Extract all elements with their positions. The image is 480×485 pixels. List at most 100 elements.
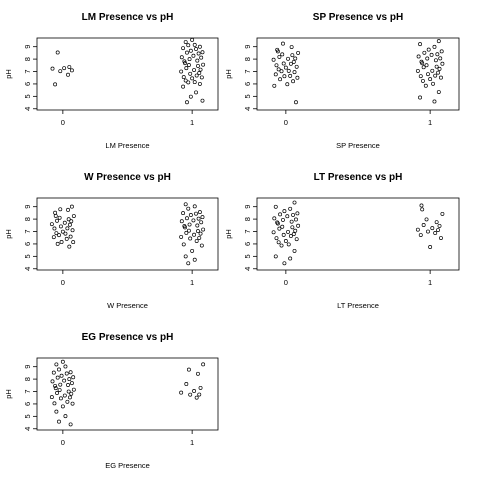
data-point xyxy=(273,254,278,259)
x-tick-label: 1 xyxy=(190,278,194,287)
data-point xyxy=(281,41,285,46)
data-point xyxy=(199,220,204,225)
data-point xyxy=(197,392,202,397)
data-point xyxy=(197,235,202,240)
data-point xyxy=(279,69,284,74)
data-point xyxy=(183,254,188,259)
data-point xyxy=(421,223,426,227)
data-point xyxy=(285,214,290,219)
data-point xyxy=(291,79,296,84)
y-tick-label: 8 xyxy=(23,377,32,381)
data-point xyxy=(439,49,444,54)
y-tick-label: 5 xyxy=(23,254,32,258)
data-point xyxy=(281,232,286,237)
data-point xyxy=(280,52,285,57)
data-point xyxy=(280,224,285,229)
data-point xyxy=(196,216,201,221)
data-point xyxy=(426,229,430,234)
x-axis-label: SP Presence xyxy=(336,141,380,150)
y-tick-label: 6 xyxy=(243,242,252,246)
data-point xyxy=(282,74,287,79)
x-axis-label: LT Presence xyxy=(337,301,379,310)
data-point xyxy=(286,56,290,61)
data-point xyxy=(54,231,59,236)
data-point xyxy=(200,215,205,220)
data-point xyxy=(185,50,189,55)
data-point xyxy=(283,65,288,70)
y-tick-label: 4 xyxy=(23,427,32,431)
data-point xyxy=(197,71,202,75)
data-point xyxy=(67,377,72,382)
panel-2: SP Presence vs pH 0 1 4 5 6 7 8 9 SP Presence pH xyxy=(224,12,460,150)
data-point xyxy=(436,39,441,44)
data-point xyxy=(292,200,297,205)
data-point xyxy=(432,99,437,104)
x-axis-label: W Presence xyxy=(107,301,148,310)
data-point xyxy=(424,217,429,222)
data-point xyxy=(179,55,184,60)
data-point xyxy=(198,385,203,390)
panel-4: LT Presence vs pH 0 1 4 5 6 7 8 9 LT Presence pH xyxy=(224,172,460,310)
data-point xyxy=(439,75,443,80)
plot-title: W Presence vs pH xyxy=(84,172,171,183)
data-point xyxy=(295,211,300,216)
data-point xyxy=(179,69,184,74)
data-point xyxy=(57,367,61,372)
data-point xyxy=(55,50,60,55)
data-point xyxy=(440,61,445,66)
data-point xyxy=(286,229,290,234)
data-point xyxy=(60,359,65,364)
data-point xyxy=(49,222,54,227)
x-tick-label: 0 xyxy=(61,118,65,127)
x-tick-label: 0 xyxy=(61,438,65,447)
data-point xyxy=(278,77,283,82)
data-point xyxy=(429,52,434,57)
data-point xyxy=(63,364,68,369)
data-point xyxy=(199,55,204,60)
plot-frame xyxy=(36,197,219,271)
data-point xyxy=(66,72,70,77)
data-point xyxy=(53,82,58,87)
data-point xyxy=(291,212,296,217)
y-axis-label: pH xyxy=(4,69,13,79)
data-point xyxy=(192,232,197,237)
x-axis-label: EG Presence xyxy=(105,461,150,470)
data-point xyxy=(69,204,74,209)
data-point xyxy=(419,59,424,64)
data-point xyxy=(188,48,193,53)
data-point xyxy=(69,219,74,224)
data-point xyxy=(190,37,195,42)
data-point xyxy=(292,248,297,253)
data-point xyxy=(183,40,188,45)
data-point xyxy=(274,236,279,241)
data-point xyxy=(50,66,55,71)
data-point xyxy=(53,210,58,215)
data-point xyxy=(199,75,204,80)
data-point xyxy=(291,59,296,64)
data-point xyxy=(273,204,278,209)
data-point xyxy=(58,69,63,74)
data-point xyxy=(194,395,199,400)
data-point xyxy=(428,77,433,82)
data-point xyxy=(272,216,277,221)
data-point xyxy=(272,83,277,88)
data-point xyxy=(196,51,201,56)
data-point xyxy=(440,211,445,216)
y-tick-label: 6 xyxy=(23,242,32,246)
data-point xyxy=(55,375,60,380)
data-point xyxy=(416,54,421,59)
data-point xyxy=(68,370,73,375)
plot-title: LT Presence vs pH xyxy=(314,172,403,183)
data-point xyxy=(293,56,298,61)
data-point xyxy=(183,78,188,83)
data-point xyxy=(418,95,422,100)
data-point xyxy=(188,213,193,217)
data-point xyxy=(59,240,64,244)
data-point xyxy=(71,214,76,218)
x-tick-label: 1 xyxy=(428,278,432,287)
y-axis-label: pH xyxy=(4,229,13,239)
data-point xyxy=(182,224,187,229)
data-point xyxy=(288,73,293,78)
data-point xyxy=(294,217,298,222)
